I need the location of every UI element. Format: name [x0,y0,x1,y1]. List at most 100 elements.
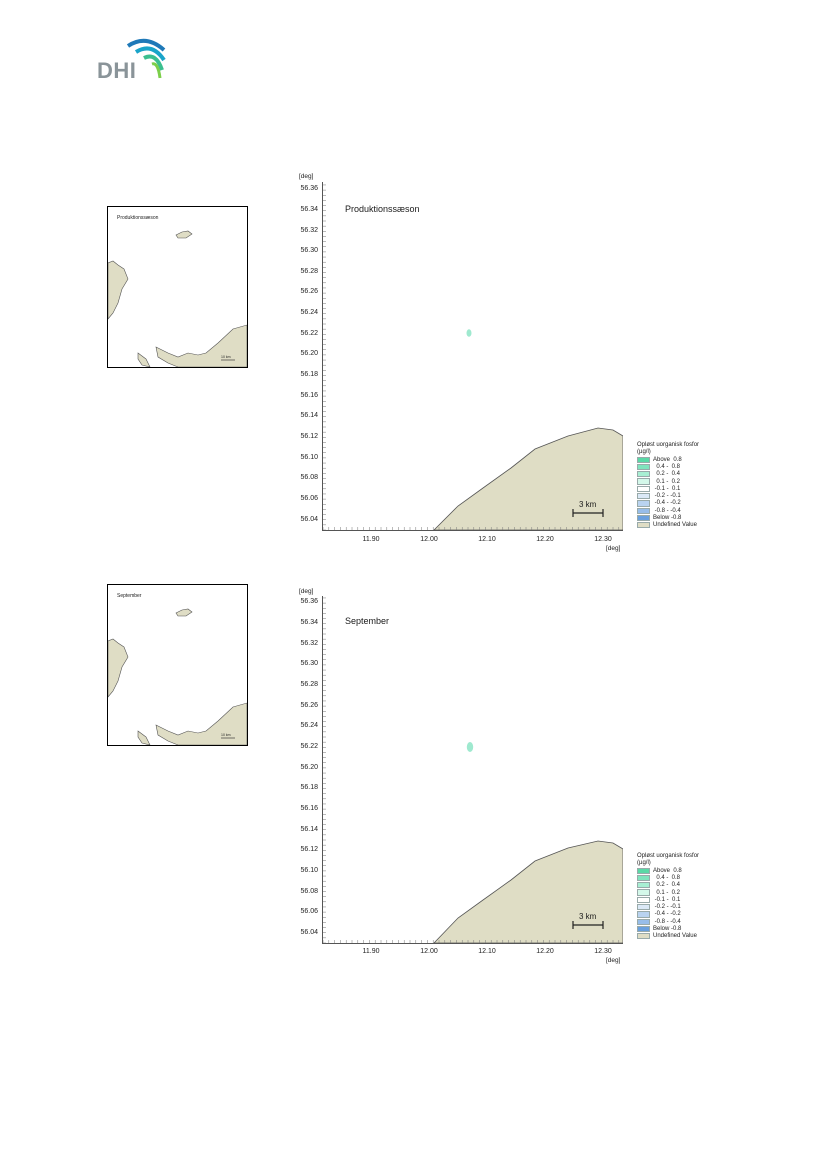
x-tick: 12.30 [594,948,612,955]
legend-title: Opløst uorganisk fosfor [637,853,700,859]
legend: Opløst uorganisk fosfor (µg/l) Above 0.8… [637,442,727,529]
y-tick: 56.10 [300,867,318,874]
legend-label: Below -0.8 [653,926,682,933]
y-tick: 56.22 [300,330,318,337]
legend-label: 0.2 - 0.4 [653,471,681,478]
legend-label: -0.4 - -0.2 [653,911,681,918]
map-canvas [322,184,624,531]
legend-label: -0.4 - -0.2 [653,500,681,507]
legend-swatch [637,882,650,889]
legend-item: -0.4 - -0.2 [637,500,727,507]
legend-swatch [637,500,650,507]
legend-item: 0.2 - 0.4 [637,882,727,889]
legend-item: Above 0.8 [637,456,727,463]
legend-label: Undefined Value [653,933,697,940]
scale-bar-label: 3 km [579,500,597,509]
y-tick: 56.28 [300,681,318,688]
legend: Opløst uorganisk fosfor (µg/l) Above 0.8… [637,853,727,940]
y-tick: 56.14 [300,412,318,419]
x-tick: 12.00 [420,948,438,955]
legend-item: 0.2 - 0.4 [637,471,727,478]
legend-swatch [637,471,650,478]
legend-item: Undefined Value [637,933,727,940]
x-axis-unit: [deg] [606,545,621,552]
scale-bar-label: 3 km [579,912,597,921]
map-panel-1: Produktionssæson 10 km [deg] 56.36 56.34… [0,168,827,568]
legend-swatch [637,463,650,471]
legend-item: 0.4 - 0.8 [637,463,727,471]
map-area: Produktionssæson 3 km [322,182,624,531]
y-tick: 56.18 [300,371,318,378]
dhi-logo: DHI [96,36,176,84]
y-tick: 56.08 [300,888,318,895]
legend-swatch [637,933,650,940]
overview-coastline [108,230,247,367]
legend-swatch [637,522,650,529]
legend-item: -0.1 - 0.1 [637,485,727,492]
map-title: September [345,616,390,626]
plume-patch [466,329,472,337]
y-tick: 56.16 [300,805,318,812]
y-tick: 56.36 [300,185,318,192]
legend-item: -0.1 - 0.1 [637,896,727,903]
legend-item: Below -0.8 [637,514,727,522]
legend-item: -0.4 - -0.2 [637,911,727,918]
y-tick: 56.20 [300,764,318,771]
legend-swatch [637,925,650,933]
overview-map: Produktionssæson 10 km [107,206,248,368]
legend-label: 0.4 - 0.8 [653,874,681,881]
map-panel-2: September 10 km [deg] 56.36 56.34 56.32 … [0,584,827,984]
legend-item: -0.8 - -0.4 [637,918,727,925]
y-tick: 56.24 [300,309,318,316]
legend-label: 0.4 - 0.8 [653,463,681,470]
legend-item: -0.2 - -0.1 [637,903,727,911]
y-tick: 56.34 [300,206,318,213]
y-tick: 56.04 [300,929,318,936]
y-tick: 56.20 [300,350,318,357]
legend-swatch [637,456,650,463]
overview-title: Produktionssæson [117,215,159,221]
legend-label: -0.8 - -0.4 [653,918,681,925]
overview-coastline [108,608,247,745]
legend-unit: (µg/l) [637,449,651,455]
map-canvas [322,597,624,944]
y-tick: 56.16 [300,392,318,399]
legend-label: -0.1 - 0.1 [653,485,681,492]
legend-swatch [637,903,650,911]
legend-label: -0.2 - -0.1 [653,904,681,911]
legend-swatch [637,896,650,903]
legend-swatch [637,867,650,874]
x-axis-unit: [deg] [606,957,621,964]
legend-swatch [637,485,650,492]
legend-swatch [637,478,650,485]
x-tick: 12.20 [536,536,554,543]
y-tick: 56.26 [300,288,318,295]
legend-swatch [637,507,650,514]
wave-icon [126,38,166,79]
legend-label: Below -0.8 [653,515,682,522]
y-tick: 56.04 [300,516,318,523]
legend-unit: (µg/l) [637,860,651,866]
legend-label: Above 0.8 [653,867,682,874]
legend-item: 0.1 - 0.2 [637,478,727,485]
legend-label: -0.1 - 0.1 [653,896,681,903]
y-tick: 56.32 [300,227,318,234]
legend-item: Below -0.8 [637,925,727,933]
y-tick: 56.12 [300,846,318,853]
legend-item: 0.4 - 0.8 [637,874,727,882]
legend-label: 0.2 - 0.4 [653,882,681,889]
x-tick: 12.10 [478,536,496,543]
y-tick: 56.24 [300,722,318,729]
plume-patch [466,742,474,752]
map-title: Produktionssæson [345,204,420,214]
legend-label: -0.8 - -0.4 [653,507,681,514]
y-tick: 56.22 [300,743,318,750]
legend-label: -0.2 - -0.1 [653,493,681,500]
legend-item: Above 0.8 [637,867,727,874]
legend-swatch [637,492,650,500]
y-tick: 56.30 [300,247,318,254]
y-tick: 56.34 [300,619,318,626]
x-tick: 12.20 [536,948,554,955]
y-tick: 56.26 [300,702,318,709]
y-tick: 56.14 [300,826,318,833]
